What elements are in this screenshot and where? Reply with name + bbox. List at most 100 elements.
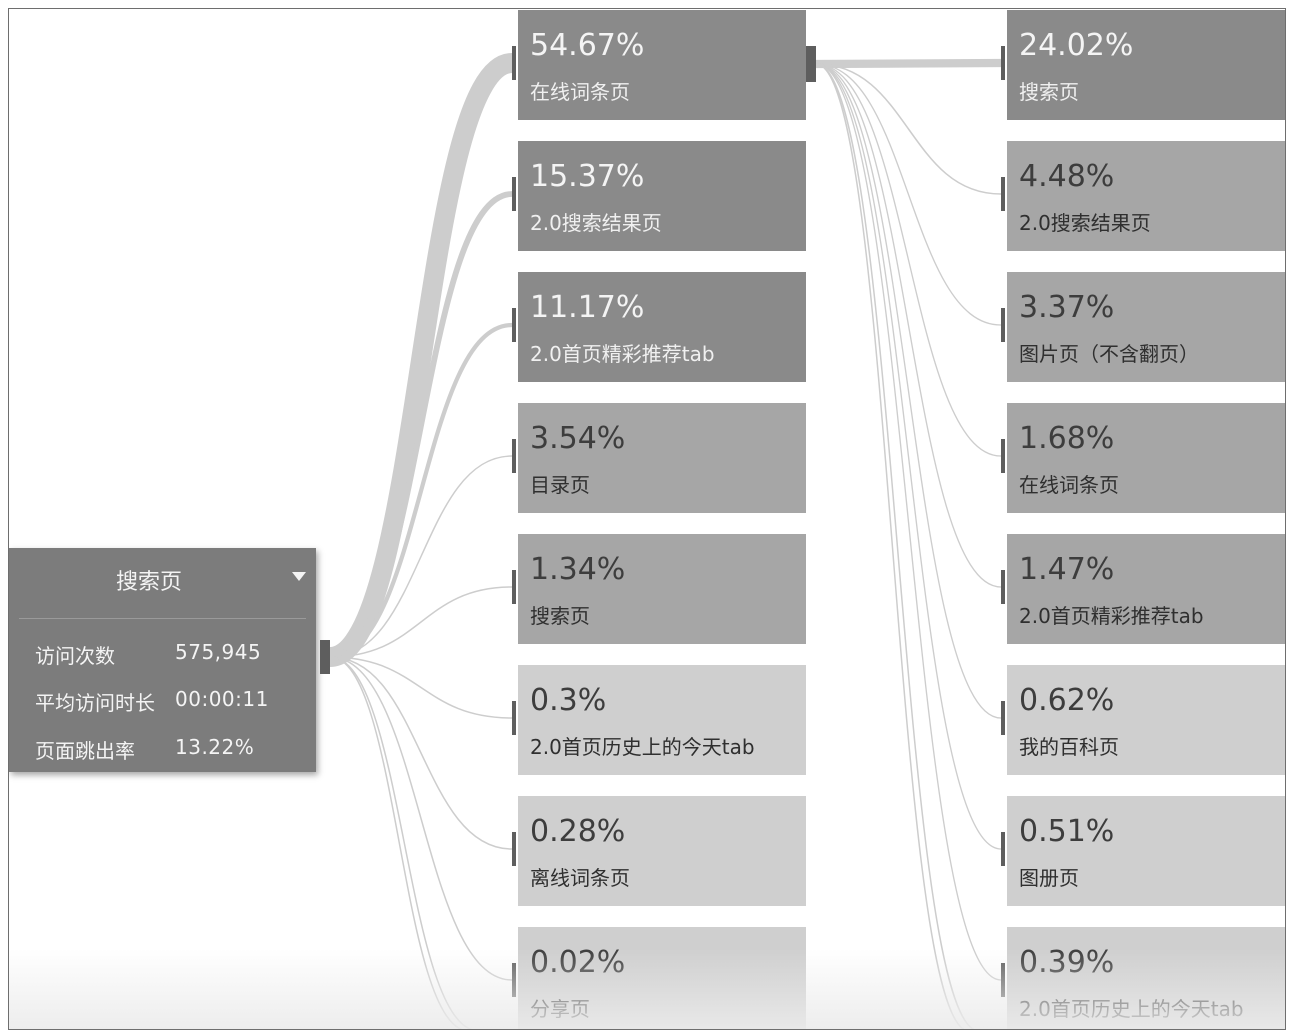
level1-node-bar bbox=[512, 439, 516, 473]
flow-link bbox=[329, 656, 513, 719]
node-percentage: 0.39% bbox=[1019, 945, 1115, 980]
node-label: 图册页 bbox=[1019, 866, 1079, 890]
level2-node-bar bbox=[1001, 439, 1005, 473]
level2-node-bar bbox=[1001, 46, 1005, 80]
level1-node-bar bbox=[512, 308, 516, 342]
stat-row-visits: 访问次数 575,945 bbox=[35, 640, 305, 680]
level2-node-bar bbox=[1001, 570, 1005, 604]
diagram-frame: 搜索页 访问次数 575,945 平均访问时长 00:00:11 页面跳出率 1… bbox=[8, 8, 1286, 1030]
node-percentage: 0.02% bbox=[530, 945, 626, 980]
node-label: 我的百科页 bbox=[1019, 735, 1119, 759]
flow-link bbox=[815, 58, 1002, 69]
flow-link bbox=[815, 63, 1002, 850]
stat-row-avg-duration: 平均访问时长 00:00:11 bbox=[35, 687, 305, 727]
stat-value: 13.22% bbox=[175, 735, 255, 759]
level1-node-bar bbox=[512, 570, 516, 604]
stat-label: 访问次数 bbox=[35, 644, 115, 668]
node-label: 图片页（不含翻页） bbox=[1019, 342, 1199, 366]
level1-node-bar bbox=[512, 832, 516, 866]
node-percentage: 15.37% bbox=[530, 159, 645, 194]
level1-node-card[interactable]: 54.67% 在线词条页 bbox=[518, 10, 806, 120]
node-percentage: 11.17% bbox=[530, 290, 645, 325]
level1-node-bar bbox=[512, 963, 516, 997]
node-label: 2.0首页历史上的今天tab bbox=[1019, 997, 1244, 1021]
level2-node-card[interactable]: 24.02% 搜索页 bbox=[1007, 10, 1285, 120]
hub-node-bar bbox=[806, 46, 816, 82]
level2-node-bar bbox=[1001, 832, 1005, 866]
flow-link bbox=[329, 586, 513, 658]
node-label: 2.0首页历史上的今天tab bbox=[530, 735, 755, 759]
flow-link bbox=[815, 63, 1002, 326]
level1-node-card[interactable]: 11.17% 2.0首页精彩推荐tab bbox=[518, 272, 806, 382]
flow-link bbox=[329, 191, 513, 660]
dropdown-caret-icon[interactable] bbox=[292, 572, 306, 581]
flow-link bbox=[327, 53, 515, 667]
level1-node-card[interactable]: 0.02% 分享页 bbox=[518, 927, 806, 1029]
level1-node-card[interactable]: 0.3% 2.0首页历史上的今天tab bbox=[518, 665, 806, 775]
level1-node-card[interactable]: 3.54% 目录页 bbox=[518, 403, 806, 513]
node-label: 搜索页 bbox=[530, 604, 590, 628]
stat-label: 页面跳出率 bbox=[35, 739, 135, 763]
flow-link bbox=[329, 656, 474, 1029]
node-percentage: 1.68% bbox=[1019, 421, 1115, 456]
flow-link bbox=[815, 63, 1002, 981]
node-percentage: 1.34% bbox=[530, 552, 626, 587]
node-percentage: 1.47% bbox=[1019, 552, 1115, 587]
level2-node-card[interactable]: 1.47% 2.0首页精彩推荐tab bbox=[1007, 534, 1285, 644]
level1-node-card[interactable]: 0.28% 离线词条页 bbox=[518, 796, 806, 906]
node-label: 在线词条页 bbox=[1019, 473, 1119, 497]
stat-row-bounce-rate: 页面跳出率 13.22% bbox=[35, 735, 305, 775]
node-label: 2.0搜索结果页 bbox=[530, 211, 662, 235]
source-node-card[interactable]: 搜索页 访问次数 575,945 平均访问时长 00:00:11 页面跳出率 1… bbox=[9, 548, 316, 772]
level1-node-bar bbox=[512, 701, 516, 735]
node-percentage: 0.3% bbox=[530, 683, 607, 718]
stat-value: 00:00:11 bbox=[175, 687, 269, 711]
flow-link bbox=[329, 656, 464, 1029]
node-percentage: 0.28% bbox=[530, 814, 626, 849]
flow-link bbox=[815, 63, 1002, 457]
node-percentage: 0.51% bbox=[1019, 814, 1115, 849]
node-label: 2.0首页精彩推荐tab bbox=[1019, 604, 1204, 628]
level2-node-bar bbox=[1001, 963, 1005, 997]
level1-node-bar bbox=[512, 46, 516, 80]
level2-node-card[interactable]: 4.48% 2.0搜索结果页 bbox=[1007, 141, 1285, 251]
node-label: 离线词条页 bbox=[530, 866, 630, 890]
node-percentage: 54.67% bbox=[530, 28, 645, 63]
level2-node-bar bbox=[1001, 177, 1005, 211]
node-label: 在线词条页 bbox=[530, 80, 630, 104]
level2-node-card[interactable]: 0.39% 2.0首页历史上的今天tab bbox=[1007, 927, 1285, 1029]
flow-links bbox=[327, 53, 1002, 1029]
flow-link bbox=[329, 656, 513, 850]
flow-link bbox=[815, 63, 1002, 719]
node-percentage: 0.62% bbox=[1019, 683, 1115, 718]
source-divider bbox=[19, 618, 306, 619]
node-label: 目录页 bbox=[530, 473, 590, 497]
node-label: 2.0搜索结果页 bbox=[1019, 211, 1151, 235]
stat-value: 575,945 bbox=[175, 640, 262, 664]
node-percentage: 3.37% bbox=[1019, 290, 1115, 325]
level2-node-bar bbox=[1001, 701, 1005, 735]
level1-node-bar bbox=[512, 177, 516, 211]
node-percentage: 24.02% bbox=[1019, 28, 1134, 63]
node-label: 搜索页 bbox=[1019, 80, 1079, 104]
level2-node-card[interactable]: 3.37% 图片页（不含翻页） bbox=[1007, 272, 1285, 382]
source-node-bar bbox=[320, 640, 330, 674]
flow-link bbox=[815, 63, 1002, 588]
flow-link bbox=[329, 656, 513, 981]
level1-node-card[interactable]: 1.34% 搜索页 bbox=[518, 534, 806, 644]
node-percentage: 3.54% bbox=[530, 421, 626, 456]
level2-node-card[interactable]: 0.51% 图册页 bbox=[1007, 796, 1285, 906]
stat-label: 平均访问时长 bbox=[35, 691, 155, 715]
source-node-title: 搜索页 bbox=[115, 570, 182, 595]
node-percentage: 4.48% bbox=[1019, 159, 1115, 194]
flow-link bbox=[329, 455, 513, 658]
level2-node-card[interactable]: 1.68% 在线词条页 bbox=[1007, 403, 1285, 513]
node-label: 2.0首页精彩推荐tab bbox=[530, 342, 715, 366]
flow-link bbox=[815, 63, 966, 1029]
flow-link bbox=[815, 63, 1002, 195]
level2-node-bar bbox=[1001, 308, 1005, 342]
node-label: 分享页 bbox=[530, 997, 590, 1021]
level1-node-card[interactable]: 15.37% 2.0搜索结果页 bbox=[518, 141, 806, 251]
level2-node-card[interactable]: 0.62% 我的百科页 bbox=[1007, 665, 1285, 775]
flow-link bbox=[329, 322, 513, 660]
